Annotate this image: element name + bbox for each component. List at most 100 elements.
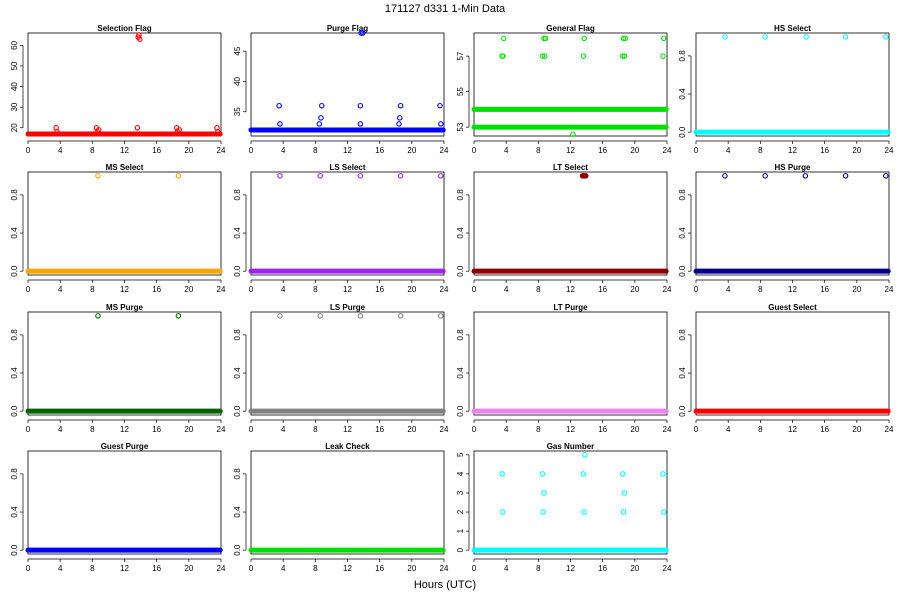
x-tick-label: 16 bbox=[375, 146, 384, 155]
data-point bbox=[842, 34, 849, 40]
y-tick-label: 0.4 bbox=[678, 227, 687, 239]
data-point bbox=[722, 34, 728, 40]
x-tick-label: 24 bbox=[663, 564, 672, 573]
y-tick-label: 0.4 bbox=[233, 367, 242, 379]
x-tick-label: 20 bbox=[630, 285, 639, 294]
x-tick-label: 24 bbox=[217, 564, 226, 573]
data-point bbox=[54, 129, 60, 135]
x-tick-label: 8 bbox=[90, 285, 95, 294]
x-tick-label: 8 bbox=[90, 564, 95, 573]
data-point bbox=[175, 173, 182, 179]
x-tick-label: 24 bbox=[663, 425, 672, 434]
x-tick-label: 16 bbox=[375, 564, 384, 573]
data-point bbox=[620, 509, 627, 515]
panel-8: MS Purge 0 4 8 12 16 20 24 0.0 0.4 0.8 bbox=[10, 303, 226, 434]
x-tick-label: 4 bbox=[504, 425, 509, 434]
panel-9: LS Purge 0 4 8 12 16 20 24 0.0 0.4 0.8 bbox=[233, 303, 449, 434]
x-tick-label: 4 bbox=[281, 564, 286, 573]
x-tick-label: 16 bbox=[598, 425, 607, 434]
data-point bbox=[883, 173, 889, 179]
plot-frame bbox=[473, 171, 668, 276]
data-point bbox=[762, 173, 768, 179]
data-point bbox=[500, 509, 506, 515]
y-tick-label: 0 bbox=[456, 547, 465, 552]
x-tick-label: 16 bbox=[375, 425, 384, 434]
panel-title: LT Purge bbox=[553, 303, 588, 312]
x-tick-label: 24 bbox=[663, 285, 672, 294]
panel-12: Guest Purge 0 4 8 12 16 20 24 0.0 0.4 0.8 bbox=[10, 442, 226, 573]
x-tick-label: 24 bbox=[440, 285, 449, 294]
panel-7: HS Purge 0 4 8 12 16 20 24 0.0 0.4 0.8 bbox=[678, 163, 894, 294]
data-point bbox=[803, 34, 809, 40]
y-tick-label: 55 bbox=[456, 87, 465, 96]
data-point bbox=[276, 102, 282, 109]
x-tick-label: 4 bbox=[58, 146, 63, 155]
x-tick-label: 20 bbox=[407, 146, 416, 155]
x-tick-label: 8 bbox=[90, 146, 95, 155]
x-tick-label: 8 bbox=[313, 146, 318, 155]
x-tick-label: 4 bbox=[726, 146, 731, 155]
x-tick-label: 12 bbox=[343, 564, 352, 573]
panel-title: HS Purge bbox=[774, 163, 811, 172]
y-tick-label: 0.8 bbox=[10, 329, 19, 341]
x-tick-label: 4 bbox=[281, 285, 286, 294]
figure-title: 171127 d331 1-Min Data bbox=[385, 3, 506, 15]
x-tick-label: 4 bbox=[58, 285, 63, 294]
data-point bbox=[622, 35, 628, 42]
x-tick-label: 12 bbox=[343, 146, 352, 155]
x-tick-label: 20 bbox=[407, 285, 416, 294]
x-tick-label: 0 bbox=[472, 425, 477, 434]
data-point bbox=[95, 313, 101, 319]
y-tick-label: 20 bbox=[10, 123, 19, 132]
x-tick-label: 4 bbox=[58, 564, 63, 573]
x-tick-label: 24 bbox=[440, 425, 449, 434]
y-tick-label: 0.0 bbox=[233, 265, 242, 277]
y-tick-label: 0.0 bbox=[10, 544, 19, 556]
panel-title: Leak Check bbox=[325, 442, 370, 451]
x-tick-label: 8 bbox=[313, 425, 318, 434]
x-tick-label: 12 bbox=[788, 285, 797, 294]
x-tick-label: 20 bbox=[184, 285, 193, 294]
y-tick-label: 0.8 bbox=[456, 329, 465, 341]
data-point bbox=[357, 121, 364, 127]
y-tick-label: 0.0 bbox=[233, 544, 242, 556]
x-tick-label: 0 bbox=[472, 564, 477, 573]
y-tick-label: 0.8 bbox=[233, 189, 242, 201]
panel-title: Guest Select bbox=[768, 303, 817, 312]
x-tick-label: 8 bbox=[536, 425, 541, 434]
x-tick-label: 8 bbox=[536, 564, 541, 573]
plot-frame bbox=[473, 311, 668, 416]
x-tick-label: 4 bbox=[726, 425, 731, 434]
panel-title: HS Select bbox=[774, 24, 811, 33]
plot-frame bbox=[250, 171, 445, 276]
data-point bbox=[357, 313, 364, 319]
y-tick-label: 40 bbox=[10, 82, 19, 91]
x-tick-label: 16 bbox=[820, 146, 829, 155]
plot-frame bbox=[695, 311, 890, 416]
data-point bbox=[501, 35, 507, 42]
x-tick-label: 20 bbox=[407, 425, 416, 434]
y-tick-label: 0.0 bbox=[678, 405, 687, 417]
plot-frame bbox=[27, 171, 222, 276]
data-point bbox=[397, 313, 404, 319]
y-tick-label: 45 bbox=[233, 46, 242, 55]
x-tick-label: 0 bbox=[26, 425, 31, 434]
data-point bbox=[396, 121, 402, 127]
x-tick-label: 12 bbox=[343, 285, 352, 294]
data-point bbox=[842, 173, 849, 179]
x-tick-label: 8 bbox=[536, 285, 541, 294]
data-point bbox=[357, 173, 364, 179]
plot-frame bbox=[250, 311, 445, 416]
x-tick-label: 24 bbox=[217, 285, 226, 294]
y-tick-label: 4 bbox=[456, 471, 465, 476]
x-tick-label: 8 bbox=[758, 425, 763, 434]
x-tick-label: 24 bbox=[440, 146, 449, 155]
y-tick-label: 0.0 bbox=[456, 405, 465, 417]
data-point bbox=[397, 115, 403, 121]
plot-frame bbox=[695, 32, 890, 137]
y-tick-label: 0.4 bbox=[10, 367, 19, 379]
panel-6: LT Select 0 4 8 12 16 20 24 0.0 0.4 0.8 bbox=[456, 163, 672, 294]
x-tick-label: 0 bbox=[694, 425, 699, 434]
panel-title: LT Select bbox=[553, 163, 588, 172]
